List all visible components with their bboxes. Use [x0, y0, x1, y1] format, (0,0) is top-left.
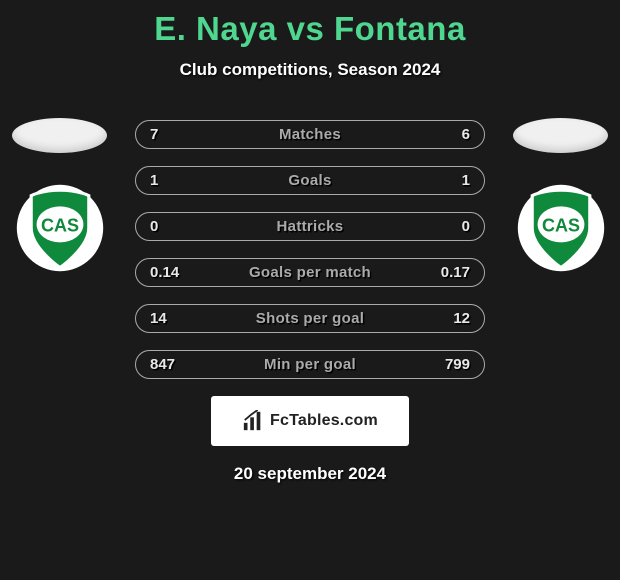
source-attribution-box: FcTables.com [211, 396, 409, 446]
stat-right-value: 799 [445, 356, 470, 373]
stat-left-value: 0.14 [150, 264, 179, 281]
stat-label: Min per goal [264, 356, 356, 373]
stat-row: 0.14 Goals per match 0.17 [135, 258, 485, 287]
stat-left-value: 14 [150, 310, 167, 327]
stat-label: Hattricks [277, 218, 344, 235]
stat-left-value: 0 [150, 218, 158, 235]
stat-left-value: 7 [150, 126, 158, 143]
source-label: FcTables.com [270, 412, 378, 430]
infographic-container: E. Naya vs Fontana Club competitions, Se… [0, 0, 620, 580]
stat-row: 1 Goals 1 [135, 166, 485, 195]
page-title: E. Naya vs Fontana [154, 10, 466, 48]
page-subtitle: Club competitions, Season 2024 [180, 60, 441, 80]
stat-label: Goals [288, 172, 331, 189]
stat-right-value: 0.17 [441, 264, 470, 281]
stat-row: 0 Hattricks 0 [135, 212, 485, 241]
footer-date: 20 september 2024 [234, 464, 386, 484]
stat-row: 847 Min per goal 799 [135, 350, 485, 379]
stat-left-value: 1 [150, 172, 158, 189]
chart-icon [242, 410, 264, 432]
stat-right-value: 1 [462, 172, 470, 189]
stat-label: Matches [279, 126, 341, 143]
stat-right-value: 6 [462, 126, 470, 143]
stat-right-value: 12 [453, 310, 470, 327]
stat-left-value: 847 [150, 356, 175, 373]
stat-label: Goals per match [249, 264, 371, 281]
stat-label: Shots per goal [256, 310, 364, 327]
stat-row: 14 Shots per goal 12 [135, 304, 485, 333]
stats-table: 7 Matches 6 1 Goals 1 0 Hattricks 0 0.14… [0, 120, 620, 379]
stat-right-value: 0 [462, 218, 470, 235]
stat-row: 7 Matches 6 [135, 120, 485, 149]
